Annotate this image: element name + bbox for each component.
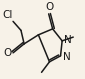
Text: O: O bbox=[3, 48, 11, 58]
Text: N: N bbox=[64, 35, 72, 45]
Text: Cl: Cl bbox=[2, 10, 12, 20]
Text: O: O bbox=[45, 2, 54, 12]
Text: N: N bbox=[63, 52, 70, 62]
